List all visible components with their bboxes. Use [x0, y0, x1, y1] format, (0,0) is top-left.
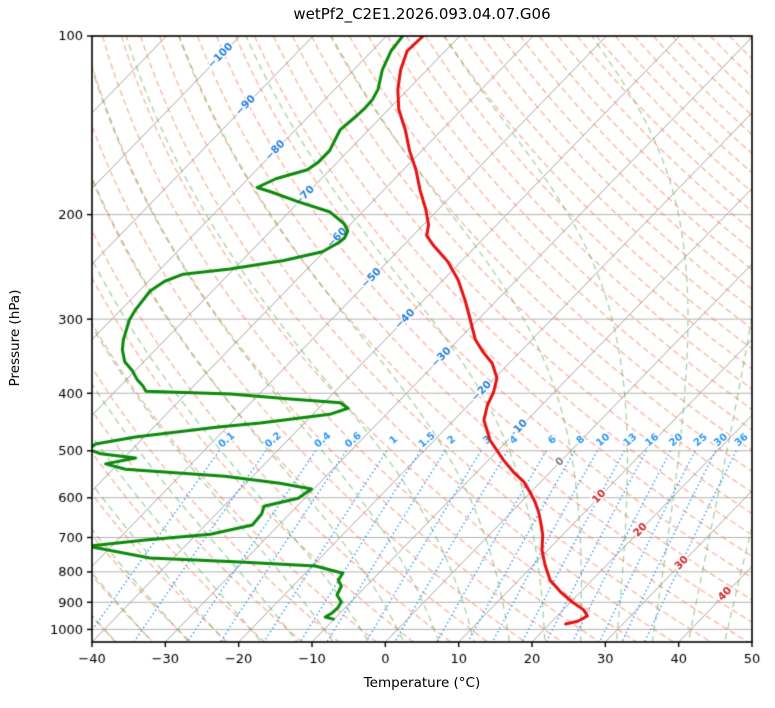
chart-title: wetPf2_C2E1.2026.093.04.07.G06	[293, 5, 551, 23]
y-axis-label: Pressure (hPa)	[7, 289, 23, 387]
x-axis-label: Temperature (°C)	[363, 675, 481, 691]
